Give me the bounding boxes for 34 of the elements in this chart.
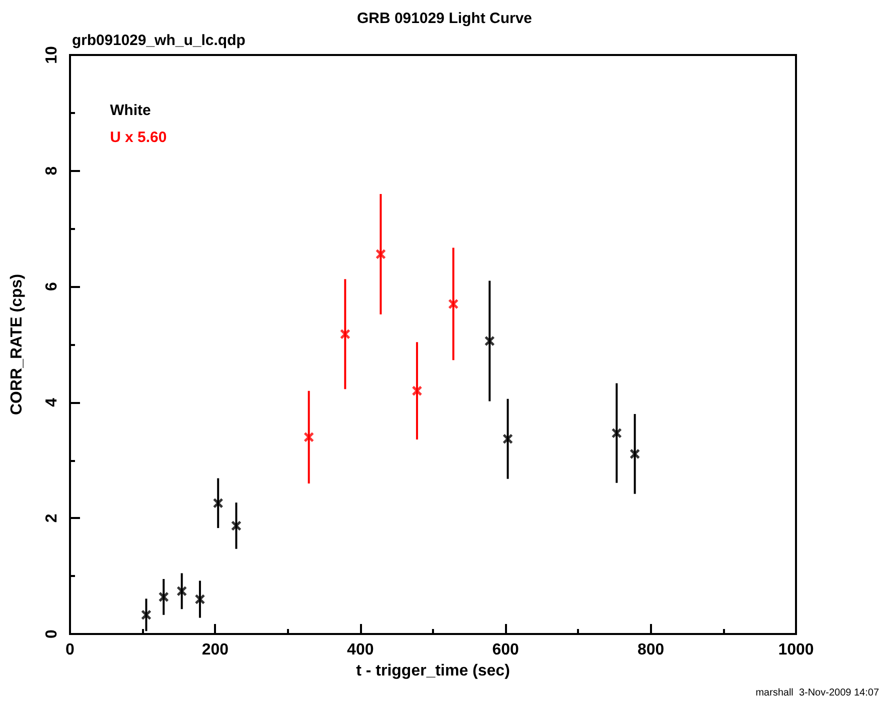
point: [212, 498, 224, 508]
point: [140, 610, 152, 620]
point: [484, 336, 495, 346]
x-tick-label: 800: [637, 642, 664, 658]
x-axis-title: t - trigger_time (sec): [356, 662, 510, 680]
y-tick-label: 2: [44, 514, 60, 523]
text: White: [110, 102, 151, 119]
point: [158, 592, 169, 602]
point: [176, 586, 188, 596]
y-tick-label: 10: [44, 46, 60, 64]
point: [611, 428, 622, 438]
x-tick-label: 0: [66, 642, 75, 658]
x-tick-label: 600: [492, 642, 520, 658]
point: [304, 432, 314, 442]
x-tick-label: 400: [347, 642, 374, 658]
point: [231, 520, 242, 531]
text: U x 5.60: [110, 129, 167, 146]
point: [630, 448, 640, 460]
y-tick-label: 4: [44, 398, 60, 407]
y-axis-title: CORR_RATE (cps): [8, 274, 26, 416]
x-tick-label: 1000: [778, 642, 814, 658]
point: [194, 594, 206, 605]
point: [340, 328, 350, 340]
text: marshall 3-Nov-2009 14:07: [756, 688, 880, 698]
y-tick-label: 6: [44, 282, 60, 292]
x-tick-label: 200: [202, 642, 229, 658]
y-tick-label: 8: [44, 166, 60, 176]
point: [412, 386, 422, 396]
point: [375, 248, 386, 260]
point: [448, 298, 459, 310]
y-tick-label: 0: [44, 629, 60, 638]
chart-subtitle: grb091029_wh_u_lc.qdp: [72, 32, 246, 49]
point: [502, 434, 514, 444]
chart-title: GRB 091029 Light Curve: [356, 10, 532, 27]
